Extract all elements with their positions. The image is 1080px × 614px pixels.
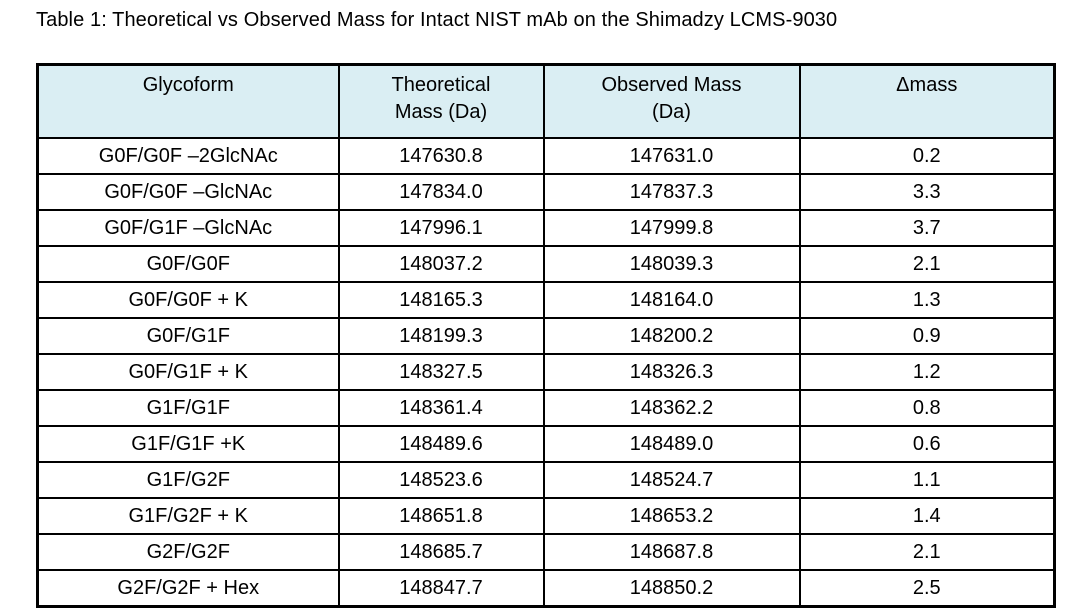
cell-delta-mass: 1.3 bbox=[798, 281, 1056, 319]
header-line: (Da) bbox=[652, 101, 691, 123]
column-header-delta-mass: Δmass bbox=[798, 63, 1056, 139]
cell-glycoform: G1F/G1F +K bbox=[36, 425, 340, 463]
mass-comparison-table: Glycoform Theoretical Mass (Da) Observed… bbox=[36, 63, 1056, 608]
cell-delta-mass: 0.6 bbox=[798, 425, 1056, 463]
cell-observed-mass: 147631.0 bbox=[542, 137, 801, 175]
cell-theoretical-mass: 148685.7 bbox=[337, 533, 545, 571]
cell-observed-mass: 147837.3 bbox=[542, 173, 801, 211]
cell-theoretical-mass: 148523.6 bbox=[337, 461, 545, 499]
cell-theoretical-mass: 147996.1 bbox=[337, 209, 545, 247]
table-row: G0F/G0F –GlcNAc 147834.0 147837.3 3.3 bbox=[36, 173, 1056, 211]
cell-observed-mass: 148362.2 bbox=[542, 389, 801, 427]
cell-glycoform: G0F/G0F –GlcNAc bbox=[36, 173, 340, 211]
cell-observed-mass: 148489.0 bbox=[542, 425, 801, 463]
table-row: G1F/G1F 148361.4 148362.2 0.8 bbox=[36, 389, 1056, 427]
cell-delta-mass: 0.9 bbox=[798, 317, 1056, 355]
cell-theoretical-mass: 148361.4 bbox=[337, 389, 545, 427]
cell-glycoform: G0F/G1F + K bbox=[36, 353, 340, 391]
cell-delta-mass: 3.7 bbox=[798, 209, 1056, 247]
cell-delta-mass: 0.8 bbox=[798, 389, 1056, 427]
cell-delta-mass: 0.2 bbox=[798, 137, 1056, 175]
cell-delta-mass: 2.5 bbox=[798, 569, 1056, 608]
column-header-observed-mass: Observed Mass (Da) bbox=[542, 63, 801, 139]
cell-glycoform: G0F/G1F –GlcNAc bbox=[36, 209, 340, 247]
cell-observed-mass: 148653.2 bbox=[542, 497, 801, 535]
table-row: G0F/G1F + K 148327.5 148326.3 1.2 bbox=[36, 353, 1056, 391]
cell-observed-mass: 148687.8 bbox=[542, 533, 801, 571]
cell-theoretical-mass: 148327.5 bbox=[337, 353, 545, 391]
cell-observed-mass: 148850.2 bbox=[542, 569, 801, 608]
table-row: G0F/G1F –GlcNAc 147996.1 147999.8 3.7 bbox=[36, 209, 1056, 247]
column-header-glycoform: Glycoform bbox=[36, 63, 340, 139]
cell-delta-mass: 2.1 bbox=[798, 245, 1056, 283]
table-row: G0F/G1F 148199.3 148200.2 0.9 bbox=[36, 317, 1056, 355]
cell-observed-mass: 148524.7 bbox=[542, 461, 801, 499]
table-row: G1F/G1F +K 148489.6 148489.0 0.6 bbox=[36, 425, 1056, 463]
header-line: Theoretical bbox=[391, 74, 491, 96]
cell-theoretical-mass: 148037.2 bbox=[337, 245, 545, 283]
header-line: Observed Mass bbox=[601, 74, 742, 96]
cell-glycoform: G2F/G2F bbox=[36, 533, 340, 571]
cell-delta-mass: 3.3 bbox=[798, 173, 1056, 211]
cell-theoretical-mass: 148165.3 bbox=[337, 281, 545, 319]
cell-glycoform: G1F/G2F + K bbox=[36, 497, 340, 535]
cell-delta-mass: 2.1 bbox=[798, 533, 1056, 571]
cell-delta-mass: 1.2 bbox=[798, 353, 1056, 391]
cell-theoretical-mass: 148199.3 bbox=[337, 317, 545, 355]
table-row: G2F/G2F + Hex 148847.7 148850.2 2.5 bbox=[36, 569, 1056, 608]
table-row: G0F/G0F + K 148165.3 148164.0 1.3 bbox=[36, 281, 1056, 319]
cell-observed-mass: 148200.2 bbox=[542, 317, 801, 355]
table-row: G1F/G2F + K 148651.8 148653.2 1.4 bbox=[36, 497, 1056, 535]
cell-delta-mass: 1.1 bbox=[798, 461, 1056, 499]
table-caption: Table 1: Theoretical vs Observed Mass fo… bbox=[36, 9, 838, 31]
cell-theoretical-mass: 148489.6 bbox=[337, 425, 545, 463]
cell-observed-mass: 147999.8 bbox=[542, 209, 801, 247]
cell-glycoform: G0F/G0F –2GlcNAc bbox=[36, 137, 340, 175]
header-line: Mass (Da) bbox=[394, 101, 488, 123]
cell-delta-mass: 1.4 bbox=[798, 497, 1056, 535]
cell-glycoform: G0F/G0F + K bbox=[36, 281, 340, 319]
cell-glycoform: G0F/G0F bbox=[36, 245, 340, 283]
table-row: G1F/G2F 148523.6 148524.7 1.1 bbox=[36, 461, 1056, 499]
cell-glycoform: G1F/G2F bbox=[36, 461, 340, 499]
cell-observed-mass: 148039.3 bbox=[542, 245, 801, 283]
cell-observed-mass: 148164.0 bbox=[542, 281, 801, 319]
cell-glycoform: G2F/G2F + Hex bbox=[36, 569, 340, 608]
table-row: G0F/G0F –2GlcNAc 147630.8 147631.0 0.2 bbox=[36, 137, 1056, 175]
table-row: G0F/G0F 148037.2 148039.3 2.1 bbox=[36, 245, 1056, 283]
cell-theoretical-mass: 148651.8 bbox=[337, 497, 545, 535]
header-line: Δmass bbox=[896, 74, 958, 96]
cell-theoretical-mass: 148847.7 bbox=[337, 569, 545, 608]
cell-theoretical-mass: 147630.8 bbox=[337, 137, 545, 175]
cell-glycoform: G1F/G1F bbox=[36, 389, 340, 427]
column-header-theoretical-mass: Theoretical Mass (Da) bbox=[337, 63, 545, 139]
cell-theoretical-mass: 147834.0 bbox=[337, 173, 545, 211]
cell-observed-mass: 148326.3 bbox=[542, 353, 801, 391]
cell-glycoform: G0F/G1F bbox=[36, 317, 340, 355]
table-row: G2F/G2F 148685.7 148687.8 2.1 bbox=[36, 533, 1056, 571]
header-row: Glycoform Theoretical Mass (Da) Observed… bbox=[36, 63, 1056, 139]
header-line: Glycoform bbox=[142, 74, 234, 96]
